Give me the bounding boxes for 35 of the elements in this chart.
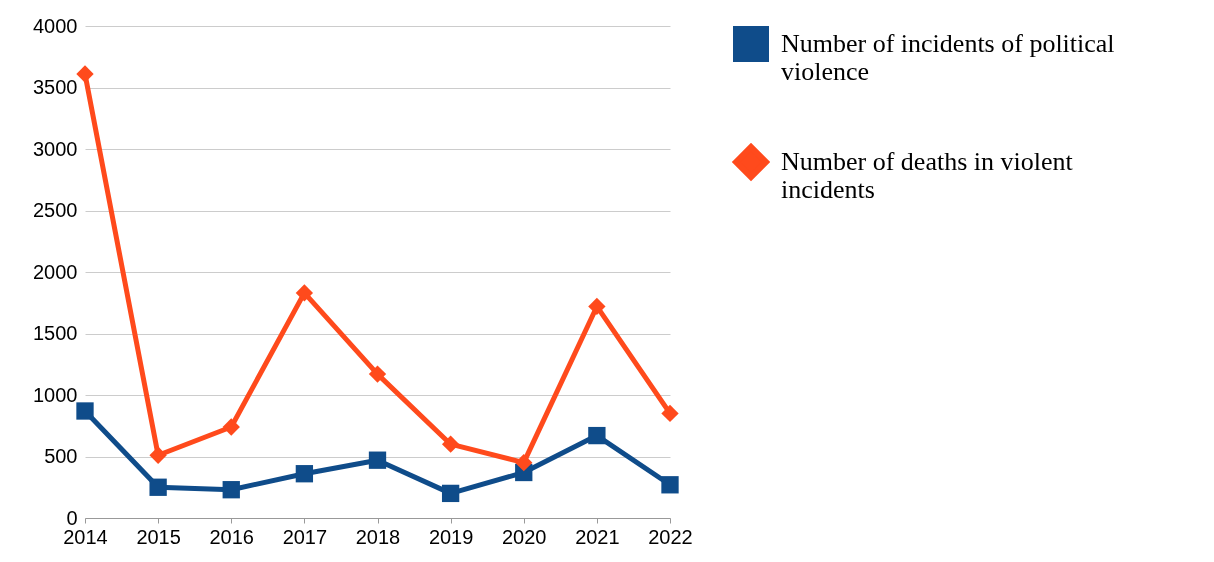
y-tick-label: 2000	[33, 260, 78, 283]
y-tick-label: 2500	[33, 199, 78, 221]
point	[149, 446, 167, 464]
point	[515, 453, 533, 472]
x-tick-label: 2019	[428, 525, 474, 548]
point	[588, 297, 606, 316]
y-tick-label: 1500	[33, 322, 78, 344]
point	[149, 478, 167, 496]
y-tick-label: 4000	[33, 14, 78, 37]
x-tick-label: 2017	[282, 525, 328, 548]
x-tick-label: 2015	[136, 525, 181, 548]
point	[661, 476, 679, 494]
point	[661, 404, 679, 423]
point	[222, 481, 240, 499]
point	[441, 484, 460, 503]
point	[76, 65, 94, 83]
point	[295, 284, 314, 302]
point	[368, 451, 387, 469]
legend-label: Number of incidents of political violence	[781, 29, 1115, 86]
x-tick-label: 2021	[575, 525, 620, 548]
x-tick-label: 2018	[355, 525, 401, 548]
x-tick-label: 2022	[648, 525, 693, 548]
legend-label: Number of deaths in violent incidents	[781, 147, 1074, 204]
point	[368, 365, 387, 383]
point	[76, 402, 94, 420]
x-tick-label: 2020	[502, 525, 547, 548]
x-tick-label: 2016	[209, 525, 254, 548]
point	[222, 418, 240, 436]
y-tick-label: 500	[44, 445, 78, 467]
y-tick-label: 3500	[33, 76, 78, 98]
point	[295, 465, 314, 483]
point	[588, 426, 606, 445]
y-tick-label: 1000	[33, 383, 78, 406]
y-tick-label: 3000	[33, 137, 78, 160]
point	[441, 435, 460, 453]
